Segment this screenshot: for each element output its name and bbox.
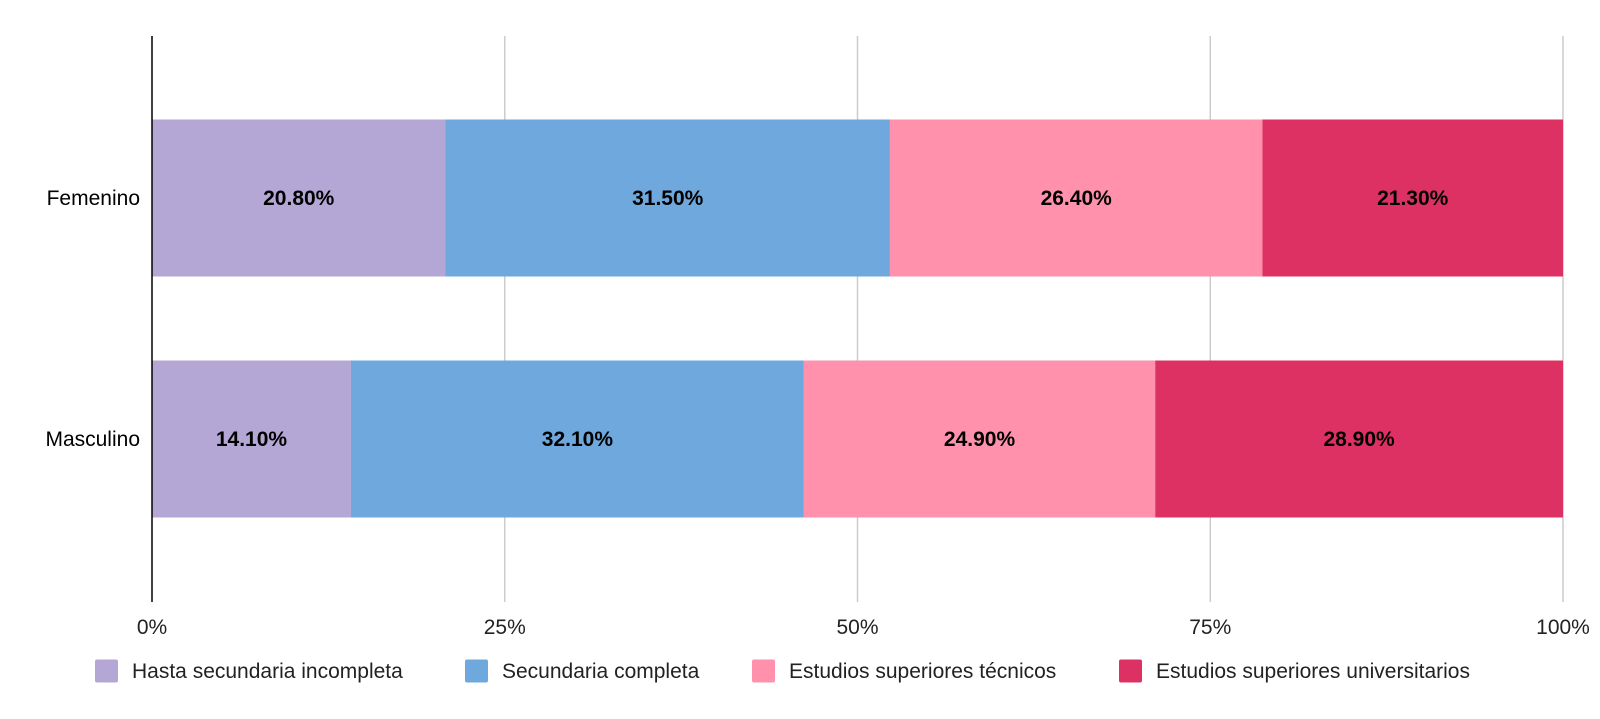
legend-label: Hasta secundaria incompleta [132,660,403,683]
legend-label: Estudios superiores universitarios [1156,660,1470,683]
data-label: 20.80% [263,187,335,210]
bar-segment [803,360,1156,518]
bar-segment [1262,119,1563,277]
legend-swatch [465,659,488,683]
data-label: 24.90% [944,428,1016,451]
bar-segment [152,119,446,277]
data-label: 28.90% [1323,428,1395,451]
data-label: 32.10% [542,428,614,451]
x-tick-label: 50% [836,616,878,639]
bar-segment [889,119,1263,277]
category-label: Femenino [47,187,140,210]
category-label: Masculino [45,428,140,451]
data-label: 31.50% [632,187,704,210]
data-label: 26.40% [1041,187,1113,210]
legend-swatch [752,659,775,683]
legend-swatch [1119,659,1142,683]
x-tick-label: 100% [1536,616,1590,639]
bar-segment [350,360,804,518]
axes: 0% 25% 50% 75% 100% Femenino Masculino [45,36,1590,639]
x-tick-label: 0% [137,616,167,639]
legend-swatch [95,659,118,683]
legend-label: Estudios superiores técnicos [789,660,1056,683]
bar-segment [445,119,890,277]
x-tick-label: 25% [484,616,526,639]
legend: Hasta secundaria incompleta Secundaria co… [95,659,1470,683]
data-label: 21.30% [1377,187,1449,210]
data-label: 14.10% [216,428,288,451]
bar-segment [1155,360,1563,518]
bar-segment [152,360,351,518]
bars: 20.80% 31.50% 26.40% 21.30% 14.10% 32.10% 24.9… [152,119,1563,518]
legend-label: Secundaria completa [502,660,700,683]
x-tick-label: 75% [1189,616,1231,639]
